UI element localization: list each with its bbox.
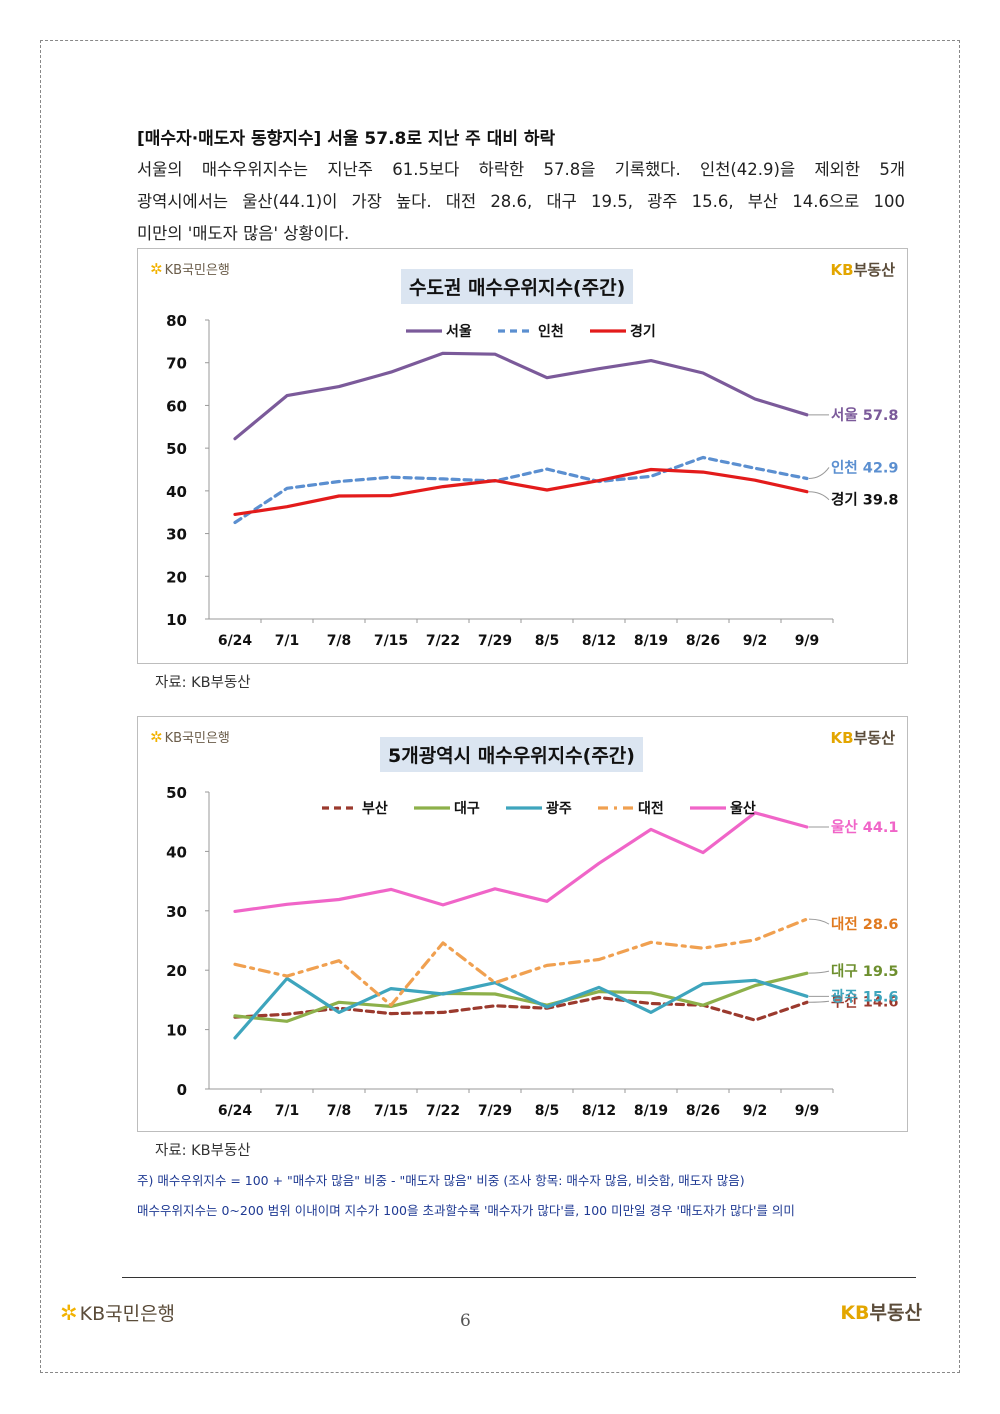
legend-label-부산: 부산 xyxy=(362,800,388,817)
end-label-인천: 인천 42.9 xyxy=(831,458,899,476)
series-line-대구 xyxy=(233,971,809,1023)
legend-label-대전: 대전 xyxy=(638,800,664,817)
source-label: 자료: KB부동산 xyxy=(155,1143,251,1159)
metro-cities-chart: ✲ KB국민은행 KB부동산 5개광역시 매수우위지수(주간) 0 10 20 30 40… xyxy=(137,716,908,1132)
paragraph-line: 서울의 매수우위지수는 지난주 61.5보다 하락한 57.8을 기록했다. 인… xyxy=(137,160,905,179)
kb-star-icon: ✲ xyxy=(60,1301,78,1325)
x-tick-label: 8/26 xyxy=(686,1103,720,1119)
x-tick-label: 8/26 xyxy=(686,633,720,649)
kb-realestate-logo: KB부동산 xyxy=(830,261,895,279)
x-tick-label: 7/15 xyxy=(374,1103,408,1119)
end-label-대전: 대전 28.6 xyxy=(831,916,899,933)
legend-label-울산: 울산 xyxy=(730,800,756,817)
capital-area-chart: ✲ KB국민은행 KB부동산 수도권 매수우위지수(주간) 10 20 30 40 50 6… xyxy=(137,248,908,664)
series-line-인천 xyxy=(233,455,809,525)
series-line-부산 xyxy=(233,995,809,1022)
end-label-울산: 울산 44.1 xyxy=(831,819,899,836)
page-frame xyxy=(40,40,960,1373)
y-tick-label: 0 xyxy=(177,1081,187,1099)
x-tick-label: 7/29 xyxy=(478,633,512,649)
footer-divider xyxy=(122,1277,916,1278)
chart-title: 5개광역시 매수우위지수(주간) xyxy=(380,737,643,772)
legend-label-인천: 인천 xyxy=(538,323,564,340)
x-tick-label: 8/5 xyxy=(535,1103,560,1119)
y-tick-label: 30 xyxy=(166,526,187,544)
y-tick-label: 30 xyxy=(166,903,187,921)
end-label-leader xyxy=(808,918,830,925)
series-line-광주 xyxy=(233,976,809,1040)
paragraph-line: 광역시에서는 울산(44.1)이 가장 높다. 대전 28.6, 대구 19.5… xyxy=(137,192,905,211)
footnote: 주) 매수우위지수 = 100 + "매수자 많음" 비중 - "매도자 많음"… xyxy=(137,1173,745,1188)
end-label-부산: 부산 14.6 xyxy=(831,993,899,1010)
x-tick-label: 8/19 xyxy=(634,1103,668,1119)
kb-bank-logo: ✲ KB국민은행 xyxy=(150,728,230,746)
x-tick-label: 8/5 xyxy=(535,633,560,649)
chart-title: 수도권 매수우위지수(주간) xyxy=(401,269,634,304)
y-tick-label: 60 xyxy=(166,397,187,415)
end-label-서울: 서울 57.8 xyxy=(831,407,899,424)
end-label-대구: 대구 19.5 xyxy=(831,963,899,980)
x-tick-label: 7/1 xyxy=(275,1103,300,1119)
x-tick-label: 9/9 xyxy=(795,633,820,649)
x-tick-label: 7/29 xyxy=(478,1103,512,1119)
paragraph-line: 미만의 '매도자 많음' 상황이다. xyxy=(137,224,350,243)
x-tick-label: 7/1 xyxy=(275,633,300,649)
x-tick-label: 9/2 xyxy=(743,633,768,649)
kb-realestate-logo: KB부동산 xyxy=(830,729,895,747)
y-tick-label: 10 xyxy=(166,611,187,629)
y-tick-label: 40 xyxy=(166,483,187,501)
series-line-대전 xyxy=(233,917,809,1007)
kb-star-icon: ✲ xyxy=(150,260,163,278)
x-tick-label: 7/15 xyxy=(374,633,408,649)
chart-plot: 10 20 30 40 50 60 70 80 6/24 7/1 7/8 7/15 7/22 7/29 8/… xyxy=(166,312,899,649)
end-label-leader xyxy=(808,491,830,501)
kb-star-icon: ✲ xyxy=(150,728,163,746)
page-number: 6 xyxy=(460,1311,471,1331)
footer-kb-realestate-logo: KB부동산 xyxy=(840,1302,922,1324)
y-tick-label: 50 xyxy=(166,784,187,802)
end-label-광주: 광주 15.6 xyxy=(831,987,899,1005)
source-label: 자료: KB부동산 xyxy=(155,675,251,691)
footnote: 매수우위지수는 0~200 범위 이내이며 지수가 100을 초과할수록 '매수… xyxy=(137,1203,795,1218)
series-line-경기 xyxy=(233,467,809,516)
section-heading: [매수자·매도자 동향지수] 서울 57.8로 지난 주 대비 하락 xyxy=(137,129,556,149)
y-tick-label: 40 xyxy=(166,843,187,861)
legend-label-광주: 광주 xyxy=(546,800,572,817)
series-line-서울 xyxy=(233,351,809,441)
footer-kb-bank-logo: ✲ KB국민은행 xyxy=(60,1301,176,1325)
x-tick-label: 8/19 xyxy=(634,633,668,649)
x-tick-label: 7/22 xyxy=(426,633,460,649)
y-tick-label: 20 xyxy=(166,962,187,980)
end-label-leader xyxy=(808,1000,830,1003)
end-label-leader xyxy=(808,970,830,974)
y-tick-label: 80 xyxy=(166,312,187,330)
y-tick-label: 70 xyxy=(166,355,187,373)
legend-label-경기: 경기 xyxy=(630,323,656,340)
x-tick-label: 6/24 xyxy=(218,633,253,649)
x-tick-label: 9/9 xyxy=(795,1103,820,1119)
legend-label-서울: 서울 xyxy=(446,323,472,340)
y-tick-label: 50 xyxy=(166,440,187,458)
x-tick-label: 8/12 xyxy=(582,633,616,649)
kb-bank-logo: ✲ KB국민은행 xyxy=(150,260,230,278)
end-label-경기: 경기 39.8 xyxy=(831,491,899,509)
summary-paragraph: 서울의 매수우위지수는 지난주 61.5보다 하락한 57.8을 기록했다. 인… xyxy=(137,154,905,250)
x-tick-label: 9/2 xyxy=(743,1103,768,1119)
x-tick-label: 7/8 xyxy=(327,1103,352,1119)
x-tick-label: 6/24 xyxy=(218,1103,253,1119)
x-tick-label: 8/12 xyxy=(582,1103,616,1119)
series-line-울산 xyxy=(233,811,809,913)
x-tick-label: 7/8 xyxy=(327,633,352,649)
y-tick-label: 10 xyxy=(166,1022,187,1040)
x-tick-label: 7/22 xyxy=(426,1103,460,1119)
chart-plot: 0 10 20 30 40 50 6/24 7/1 7/8 7/15 7/22 7/29 8/5 8/12… xyxy=(166,784,899,1119)
end-label-leader xyxy=(808,467,830,479)
legend-label-대구: 대구 xyxy=(454,801,480,817)
y-tick-label: 20 xyxy=(166,568,187,586)
